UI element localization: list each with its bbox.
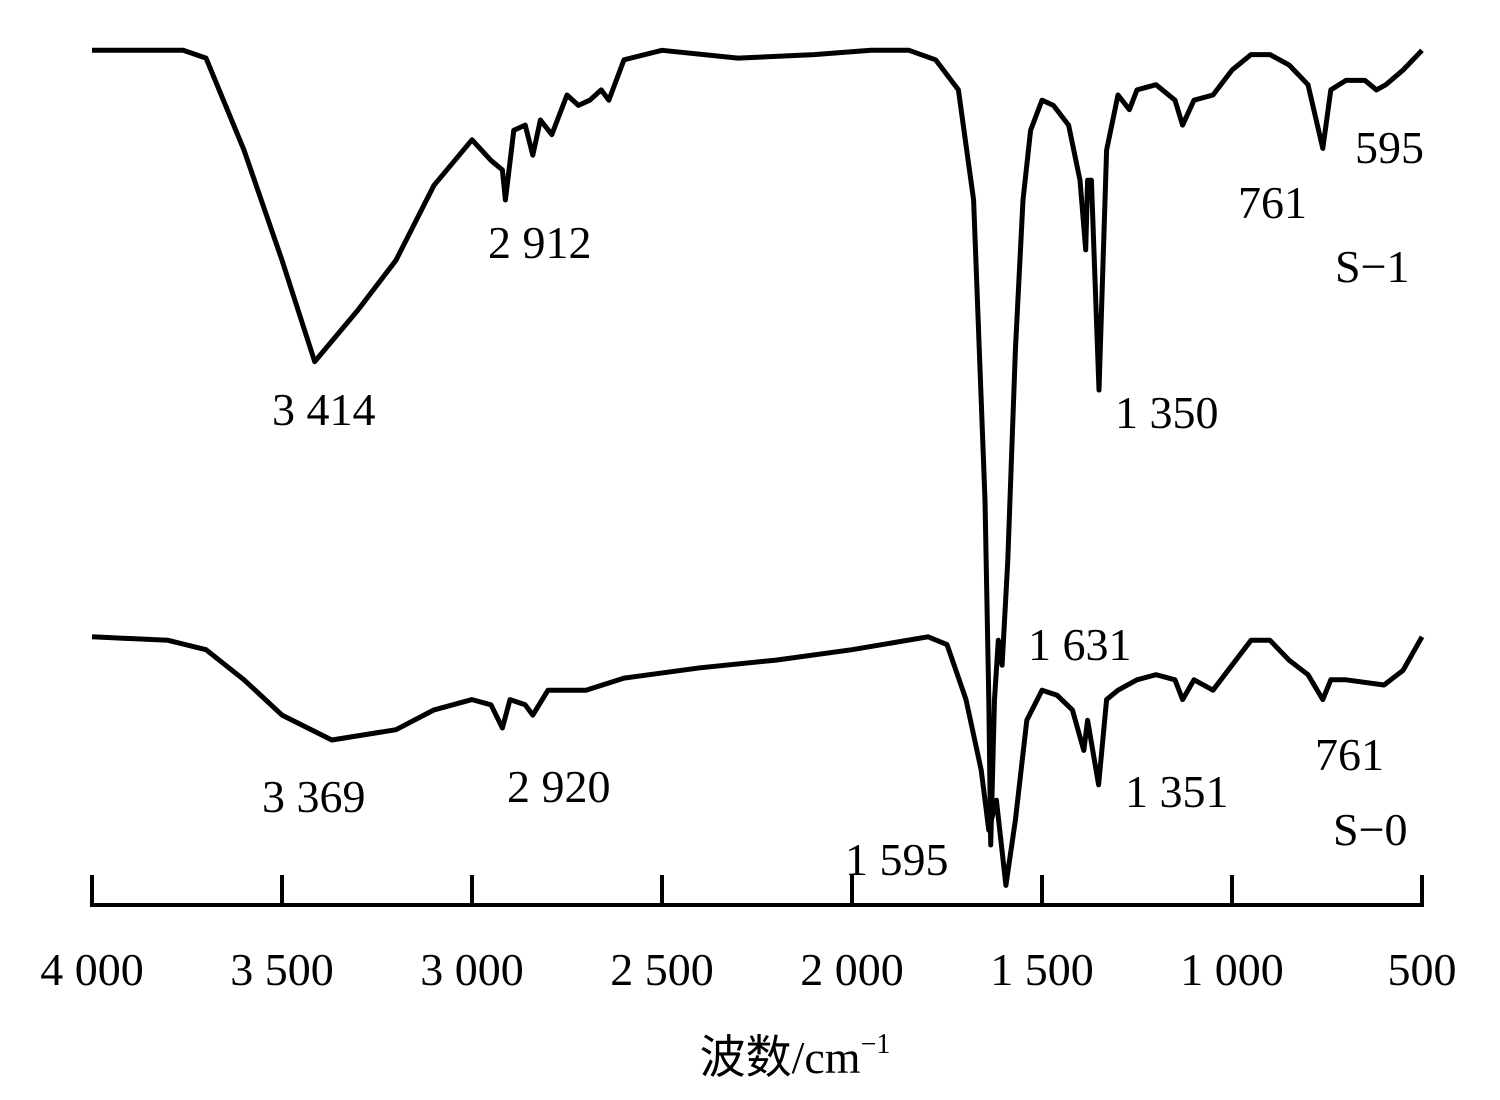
peak-label: 1 351 <box>1125 766 1229 817</box>
x-tick-label: 3 500 <box>230 944 334 995</box>
peak-label: 1 631 <box>1028 619 1132 670</box>
series-label: S−0 <box>1333 804 1408 855</box>
peak-label: 3 369 <box>262 771 366 822</box>
peak-label: 761 <box>1238 177 1307 228</box>
series-line-s0 <box>91 634 1425 888</box>
peak-label: 3 414 <box>272 384 376 435</box>
series-line-s1 <box>92 47 1424 848</box>
peak-label: 2 912 <box>488 217 592 268</box>
peak-label: 1 350 <box>1115 387 1219 438</box>
x-tick-label: 1 000 <box>1180 944 1284 995</box>
x-tick-label: 3 000 <box>420 944 524 995</box>
x-tick-label: 2 500 <box>610 944 714 995</box>
peak-label: 1 595 <box>845 834 949 885</box>
peak-label: 2 920 <box>507 761 611 812</box>
x-tick-label: 2 000 <box>800 944 904 995</box>
peak-label: 761 <box>1315 729 1384 780</box>
x-tick-label: 4 000 <box>40 944 144 995</box>
x-tick-label: 1 500 <box>990 944 1094 995</box>
x-tick-label: 500 <box>1388 944 1457 995</box>
x-axis-label: 波数/cm−1 <box>700 1029 891 1083</box>
x-axis: 4 000 3 500 3 000 2 500 2 000 1 500 1 000 500 <box>40 875 1457 995</box>
series-label: S−1 <box>1335 241 1410 292</box>
peak-label: 595 <box>1355 122 1424 173</box>
